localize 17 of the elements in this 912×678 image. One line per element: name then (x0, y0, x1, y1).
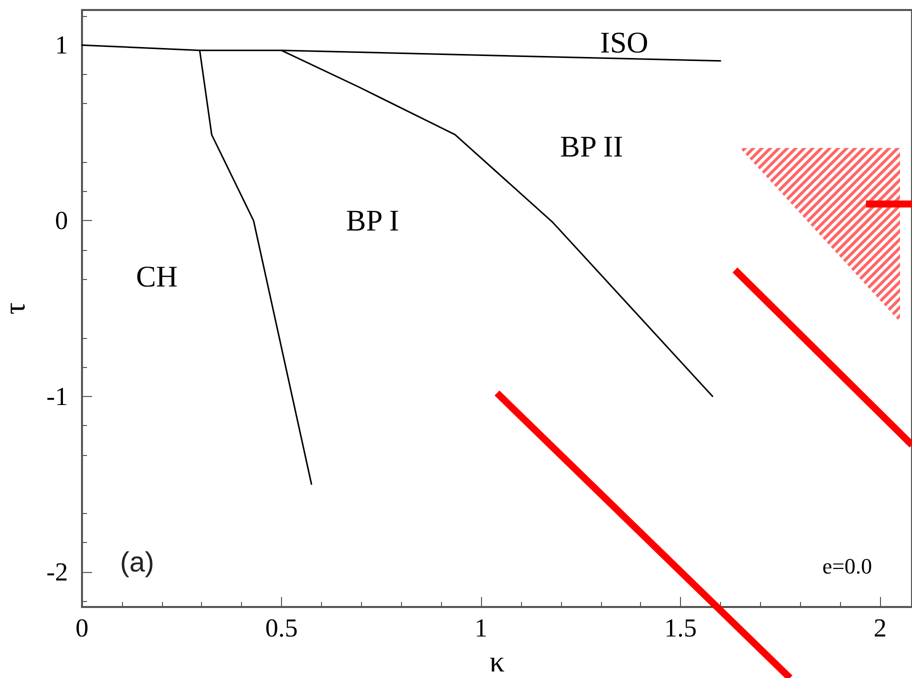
y-tick-label: -1 (46, 382, 68, 411)
y-tick-label: 0 (55, 206, 68, 236)
annotation: e=0.0 (822, 554, 872, 578)
x-axis-title: κ (489, 646, 505, 678)
x-tick-label: 0 (76, 614, 88, 642)
y-axis-title: τ (0, 302, 32, 315)
x-tick-label: 0.5 (265, 614, 298, 642)
x-tick-label: 2 (874, 614, 887, 642)
y-tick-label: 1 (55, 30, 68, 60)
annotation: BP II (560, 130, 624, 164)
annotation: BP I (346, 204, 400, 238)
annotation: CH (136, 260, 178, 294)
x-tick-label: 1.5 (664, 614, 697, 642)
x-tick-label: 1 (474, 614, 488, 642)
annotation: (a) (120, 546, 154, 578)
y-tick-label: -2 (46, 557, 68, 586)
annotation: ISO (600, 26, 648, 60)
